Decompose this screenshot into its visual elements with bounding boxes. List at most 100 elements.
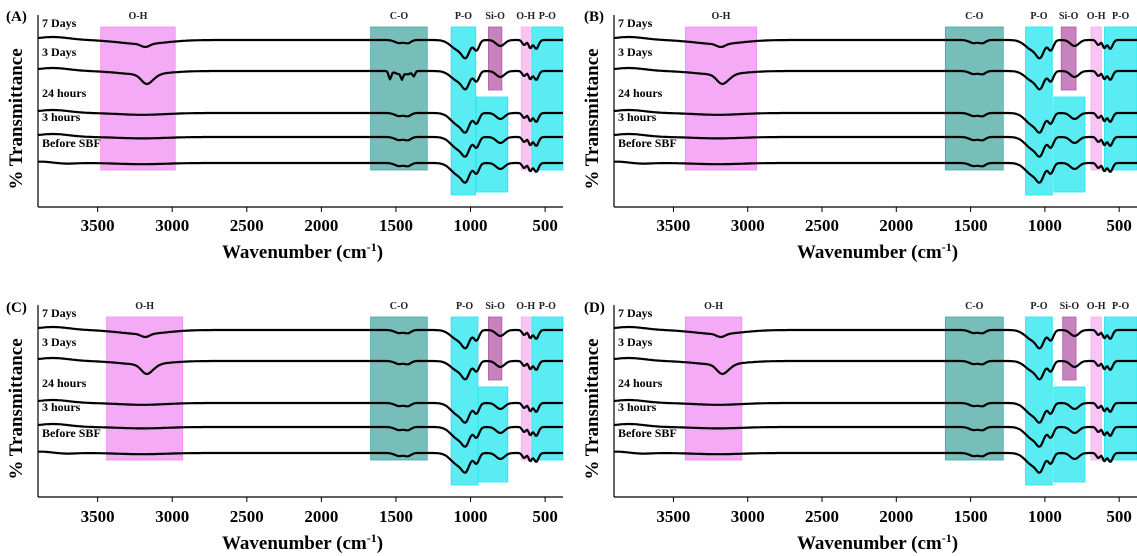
- x-tick-label: 2000: [879, 216, 913, 235]
- region-label: O-H: [135, 301, 154, 312]
- region-label: Si-O: [485, 301, 505, 312]
- region-label: C-O: [965, 11, 984, 22]
- region-label: C-O: [965, 301, 984, 312]
- series-label: 7 Days: [42, 306, 77, 320]
- region-po-2: [450, 26, 477, 196]
- series-label: 3 Days: [618, 45, 653, 59]
- x-axis-title: Wavenumber (cm-1): [222, 240, 383, 263]
- region-label: P-O: [1030, 301, 1047, 312]
- y-axis-title: % Transmittance: [6, 48, 27, 189]
- x-tick-label: 3500: [656, 507, 690, 526]
- region-oh-4: [1090, 316, 1102, 461]
- region-oh-0: [100, 26, 176, 171]
- region-sio-3: [488, 26, 503, 91]
- y-axis-title: % Transmittance: [6, 338, 27, 479]
- panel-label: (A): [6, 9, 27, 25]
- series-label: 3 Days: [42, 335, 77, 349]
- region-label: O-H: [516, 301, 535, 312]
- region-oh-4: [520, 316, 531, 461]
- x-tick-label: 3500: [81, 507, 115, 526]
- x-tick-label: 1000: [1028, 507, 1062, 526]
- spectrum-line-0: [613, 35, 1137, 60]
- region-label: P-O: [1112, 301, 1129, 312]
- x-tick-label: 2000: [304, 216, 338, 235]
- panel-label: (D): [584, 300, 605, 316]
- x-tick-label: 1500: [379, 216, 413, 235]
- region-oh-0: [106, 316, 184, 461]
- x-tick-label: 2500: [230, 216, 264, 235]
- region-po-lower-6: [1053, 96, 1086, 193]
- x-tick-label: 2000: [879, 507, 913, 526]
- region-co-1: [944, 316, 1004, 461]
- region-oh-4: [520, 26, 531, 171]
- x-tick-label: 3000: [731, 216, 765, 235]
- series-label: 3 hours: [618, 110, 657, 124]
- region-label: C-O: [390, 11, 409, 22]
- panel-a: O-H C-O P-O Si-O O-H P-O 3500 3000 2500 2000 1500 1…: [6, 9, 564, 263]
- spectrum-line-4: [38, 450, 563, 474]
- region-co-1: [944, 26, 1004, 171]
- series-label: 3 Days: [42, 45, 77, 59]
- region-label: P-O: [456, 301, 473, 312]
- series-label: 24 hours: [42, 376, 87, 390]
- spectrum-line-1: [613, 356, 1137, 381]
- panel-d: O-H C-O P-O Si-O O-H P-O 3500 3000 2500 2000 1500 1…: [582, 300, 1137, 554]
- region-label: P-O: [539, 11, 556, 22]
- region-po-lower-6: [1053, 386, 1086, 483]
- x-tick-label: 3000: [155, 507, 189, 526]
- region-label: O-H: [516, 11, 535, 22]
- region-label: O-H: [1087, 11, 1106, 22]
- series-label: 7 Days: [618, 306, 653, 320]
- region-co-1: [370, 26, 428, 171]
- x-tick-label: 1500: [379, 507, 413, 526]
- spectrum-line-3: [613, 422, 1137, 448]
- x-tick-label: 1500: [954, 507, 988, 526]
- series-label: 3 Days: [618, 335, 653, 349]
- spectrum-line-4: [614, 450, 1137, 474]
- spectrum-line-0: [37, 35, 563, 60]
- panel-c: O-H C-O P-O Si-O O-H P-O 3500 3000 2500 2000 1500 1…: [6, 300, 564, 554]
- spectrum-line-0: [37, 325, 563, 350]
- y-axis-title: % Transmittance: [582, 48, 603, 189]
- x-tick-label: 2000: [304, 507, 338, 526]
- series-label: Before SBF: [42, 426, 101, 440]
- spectrum-line-3: [37, 422, 563, 448]
- region-label: O-H: [712, 11, 731, 22]
- region-po-2: [450, 316, 479, 486]
- region-label: P-O: [539, 301, 556, 312]
- region-sio-3: [1062, 316, 1077, 381]
- spectrum-line-1: [613, 66, 1137, 91]
- spectrum-line-2: [37, 108, 563, 134]
- series-label: 24 hours: [618, 86, 663, 100]
- region-po-lower-6: [476, 96, 509, 193]
- series-label: 3 hours: [42, 400, 81, 414]
- series-label: 7 Days: [618, 16, 653, 30]
- region-label: Si-O: [485, 11, 505, 22]
- region-label: O-H: [1087, 301, 1106, 312]
- x-tick-label: 1000: [454, 507, 488, 526]
- region-label: O-H: [704, 301, 723, 312]
- x-axis-title: Wavenumber (cm-1): [222, 531, 383, 554]
- panel-label: (C): [6, 300, 27, 316]
- x-tick-label: 2500: [230, 507, 264, 526]
- region-label: C-O: [390, 301, 409, 312]
- x-axis-title: Wavenumber (cm-1): [797, 240, 958, 263]
- spectrum-line-4: [614, 160, 1137, 184]
- region-po-2: [1025, 26, 1053, 196]
- series-label: Before SBF: [42, 136, 101, 150]
- x-axis-title: Wavenumber (cm-1): [797, 531, 958, 554]
- region-label: P-O: [1112, 11, 1129, 22]
- x-tick-label: 3000: [155, 216, 189, 235]
- x-tick-label: 500: [1106, 507, 1132, 526]
- series-label: 3 hours: [618, 400, 657, 414]
- spectrum-line-3: [37, 132, 563, 158]
- region-sio-3: [488, 316, 503, 381]
- panel-label: (B): [584, 9, 604, 25]
- region-sio-3: [1060, 26, 1077, 91]
- spectrum-line-3: [613, 132, 1137, 158]
- x-tick-label: 500: [532, 507, 558, 526]
- spectrum-line-2: [37, 398, 563, 424]
- spectrum-line-1: [37, 356, 563, 381]
- region-oh-0: [684, 316, 743, 461]
